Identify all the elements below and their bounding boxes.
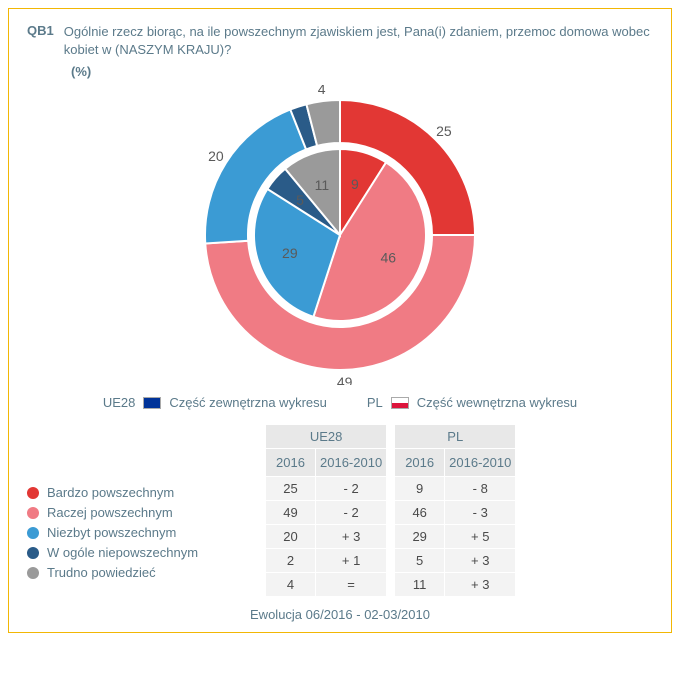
table-cell: + 3 [445, 573, 516, 597]
table-cell: 2 [266, 549, 316, 573]
table-row: 49- 2 46- 3 [266, 501, 516, 525]
table-cell: 11 [395, 573, 445, 597]
legend-label: W ogóle niepowszechnym [47, 545, 198, 560]
region-code: UE28 [103, 395, 136, 410]
table-row: 2+ 1 5+ 3 [266, 549, 516, 573]
ring-legend: UE28 Część zewnętrzna wykresu PL Część w… [27, 395, 653, 410]
table-cell: 4 [266, 573, 316, 597]
survey-card: QB1 Ogólnie rzecz biorąc, na ile powszec… [8, 8, 672, 633]
question-text: Ogólnie rzecz biorąc, na ile powszechnym… [64, 23, 653, 58]
eu-flag-icon [143, 397, 161, 409]
legend-dot-icon [27, 507, 39, 519]
table-cell: - 3 [445, 501, 516, 525]
table-group-header: PL [395, 425, 516, 449]
legend-item: Niezbyt powszechnym [27, 525, 247, 540]
table-cell: 46 [395, 501, 445, 525]
table-cell: + 3 [316, 525, 387, 549]
slice-label: 46 [380, 250, 396, 266]
table-cell: - 2 [316, 477, 387, 501]
legend-item: Bardzo powszechnym [27, 485, 247, 500]
slice-label: 29 [282, 245, 298, 261]
legend-dot-icon [27, 547, 39, 559]
data-table: UE28 PL 2016 2016-2010 2016 2016-2010 25… [265, 424, 516, 597]
legend-label: Bardzo powszechnym [47, 485, 174, 500]
legend-item: W ogóle niepowszechnym [27, 545, 247, 560]
legend-label: Trudno powiedzieć [47, 565, 156, 580]
legend-dot-icon [27, 527, 39, 539]
legend-dot-icon [27, 487, 39, 499]
unit-label: (%) [71, 64, 653, 79]
question-code: QB1 [27, 23, 54, 58]
table-row: 20+ 3 29+ 5 [266, 525, 516, 549]
region-desc: Część zewnętrzna wykresu [169, 395, 327, 410]
evolution-note: Ewolucja 06/2016 - 02-03/2010 [27, 607, 653, 622]
table-cell: 25 [266, 477, 316, 501]
ring-legend-outer: UE28 Część zewnętrzna wykresu [103, 395, 327, 410]
slice-label: 25 [436, 123, 452, 139]
table-subheader: 2016-2010 [316, 449, 387, 477]
slice-label: 9 [351, 176, 359, 192]
table-cell: - 2 [316, 501, 387, 525]
table-subheader: 2016 [266, 449, 316, 477]
table-subheader: 2016-2010 [445, 449, 516, 477]
table-row: 25- 2 9- 8 [266, 477, 516, 501]
table-cell: 9 [395, 477, 445, 501]
pie-chart: 254920494629511 [27, 85, 653, 385]
table-cell: + 5 [445, 525, 516, 549]
table-cell: 29 [395, 525, 445, 549]
legend-label: Niezbyt powszechnym [47, 525, 176, 540]
table-body: 25- 29- 849- 246- 320+ 329+ 52+ 15+ 34=1… [266, 477, 516, 597]
table-cell: 20 [266, 525, 316, 549]
legend-dot-icon [27, 567, 39, 579]
table-cell: 49 [266, 501, 316, 525]
pl-flag-icon [391, 397, 409, 409]
table-cell: + 1 [316, 549, 387, 573]
table-row: 4= 11+ 3 [266, 573, 516, 597]
legend-item: Trudno powiedzieć [27, 565, 247, 580]
table-cell: 5 [395, 549, 445, 573]
table-cell: - 8 [445, 477, 516, 501]
table-cell: + 3 [445, 549, 516, 573]
category-legend: Bardzo powszechnym Raczej powszechnym Niez… [27, 480, 247, 585]
ring-legend-inner: PL Część wewnętrzna wykresu [367, 395, 577, 410]
slice-label: 11 [315, 177, 330, 193]
region-code: PL [367, 395, 383, 410]
legend-item: Raczej powszechnym [27, 505, 247, 520]
slice-label: 49 [337, 374, 353, 385]
region-desc: Część wewnętrzna wykresu [417, 395, 577, 410]
table-cell: = [316, 573, 387, 597]
table-subheader: 2016 [395, 449, 445, 477]
bottom-section: Bardzo powszechnym Raczej powszechnym Niez… [27, 424, 653, 597]
question-header: QB1 Ogólnie rzecz biorąc, na ile powszec… [27, 23, 653, 58]
slice-label: 20 [208, 148, 224, 164]
legend-label: Raczej powszechnym [47, 505, 173, 520]
slice-label: 4 [318, 85, 326, 97]
slice-label: 5 [296, 192, 304, 208]
table-group-header: UE28 [266, 425, 387, 449]
